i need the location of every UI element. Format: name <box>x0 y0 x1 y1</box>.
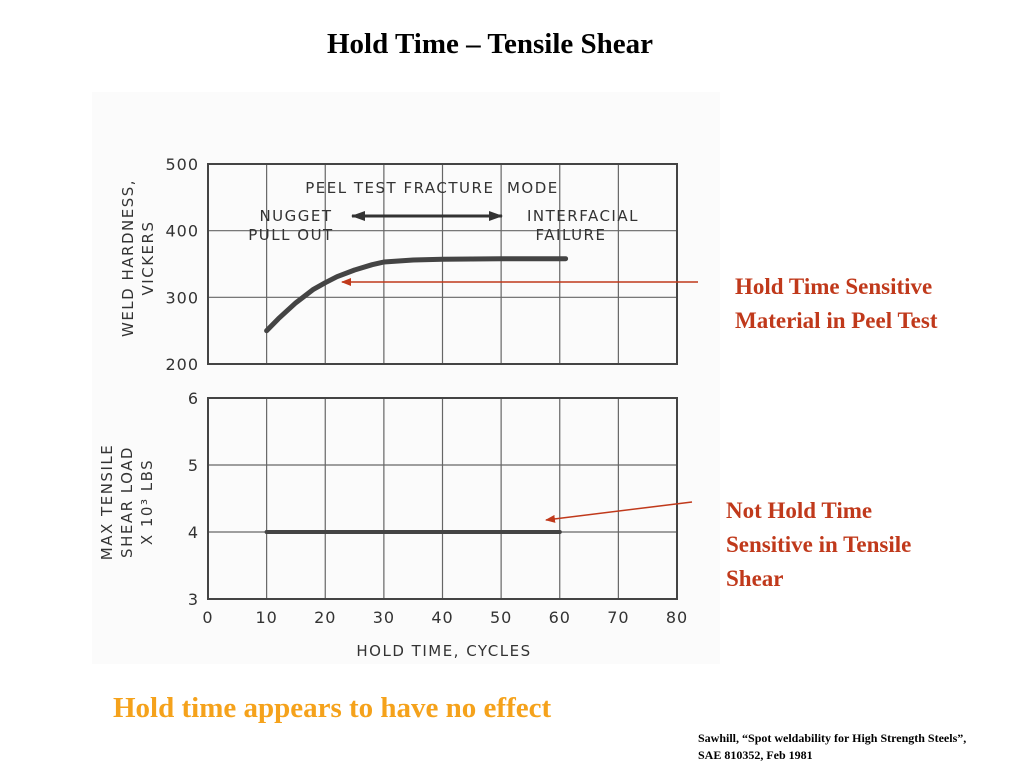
tensile-ytick-label: 4 <box>188 523 199 542</box>
tensile-xtick-label: 30 <box>373 608 395 627</box>
hardness-ytick-label: 200 <box>165 355 199 374</box>
annotation-bottom-line2: Sensitive in Tensile <box>726 532 912 557</box>
nugget-pullout-line2: PULL OUT <box>248 226 333 244</box>
tensile-plot-frame <box>207 397 678 600</box>
tensile-ytick-label: 5 <box>188 456 199 475</box>
top-ylabel: WELD HARDNESS, VICKERS <box>119 179 157 337</box>
annotation-top-line2: Material in Peel Test <box>735 308 938 333</box>
top-ylabel-line1: WELD HARDNESS, <box>119 179 137 337</box>
tensile-ytick-label: 6 <box>188 389 199 408</box>
citation-line1: Sawhill, “Spot weldability for High Stre… <box>698 731 967 745</box>
nugget-pullout-line1: NUGGET <box>259 207 332 225</box>
annotation-top-line1: Hold Time Sensitive <box>735 274 933 299</box>
annotation-bottom-arrow <box>545 501 693 523</box>
citation-line2: SAE 810352, Feb 1981 <box>698 748 813 762</box>
hardness-panel: 200 300 400 500 <box>165 155 678 374</box>
slide-title: Hold Time – Tensile Shear <box>326 28 654 60</box>
tensile-xtick-label: 60 <box>549 608 571 627</box>
bottom-ylabel-line3: X 10³ LBS <box>138 459 156 545</box>
fracture-mode-title: PEEL TEST FRACTURE MODE <box>305 179 559 197</box>
bottom-ylabel-line2: SHEAR LOAD <box>118 446 136 558</box>
tensile-xtick-label: 0 <box>202 608 213 627</box>
citation: Sawhill, “Spot weldability for High Stre… <box>698 730 1018 764</box>
xlabel: HOLD TIME, CYCLES <box>356 642 531 660</box>
interfacial-failure-line2: FAILURE <box>536 226 607 244</box>
hardness-plot-frame <box>207 163 678 365</box>
bottom-ylabel-line1: MAX TENSILE <box>98 444 116 560</box>
annotation-hold-time-sensitive: Hold Time Sensitive Material in Peel Tes… <box>735 270 1005 338</box>
hardness-ytick-label: 400 <box>165 222 199 241</box>
hardness-ytick-label: 300 <box>165 288 199 307</box>
tensile-xtick-label: 40 <box>431 608 453 627</box>
hardness-series-line <box>264 256 569 334</box>
tensile-xtick-label: 80 <box>666 608 688 627</box>
annotation-not-hold-time-sensitive: Not Hold Time Sensitive in Tensile Shear <box>726 494 996 596</box>
bottom-ylabel: MAX TENSILE SHEAR LOAD X 10³ LBS <box>98 444 156 560</box>
annotation-bottom-line1: Not Hold Time <box>726 498 873 523</box>
hardness-ytick-label: 500 <box>165 155 199 174</box>
annotation-bottom-line3: Shear <box>726 566 784 591</box>
conclusion-text: Hold time appears to have no effect <box>113 692 552 724</box>
tensile-xtick-label: 70 <box>607 608 629 627</box>
interfacial-failure-line1: INTERFACIAL <box>527 207 639 225</box>
tensile-xtick-label: 10 <box>255 608 277 627</box>
tensile-xtick-label: 20 <box>314 608 336 627</box>
tensile-xtick-label: 50 <box>490 608 512 627</box>
figure-background <box>92 92 720 664</box>
top-ylabel-line2: VICKERS <box>139 221 157 296</box>
tensile-ytick-label: 3 <box>188 590 199 609</box>
